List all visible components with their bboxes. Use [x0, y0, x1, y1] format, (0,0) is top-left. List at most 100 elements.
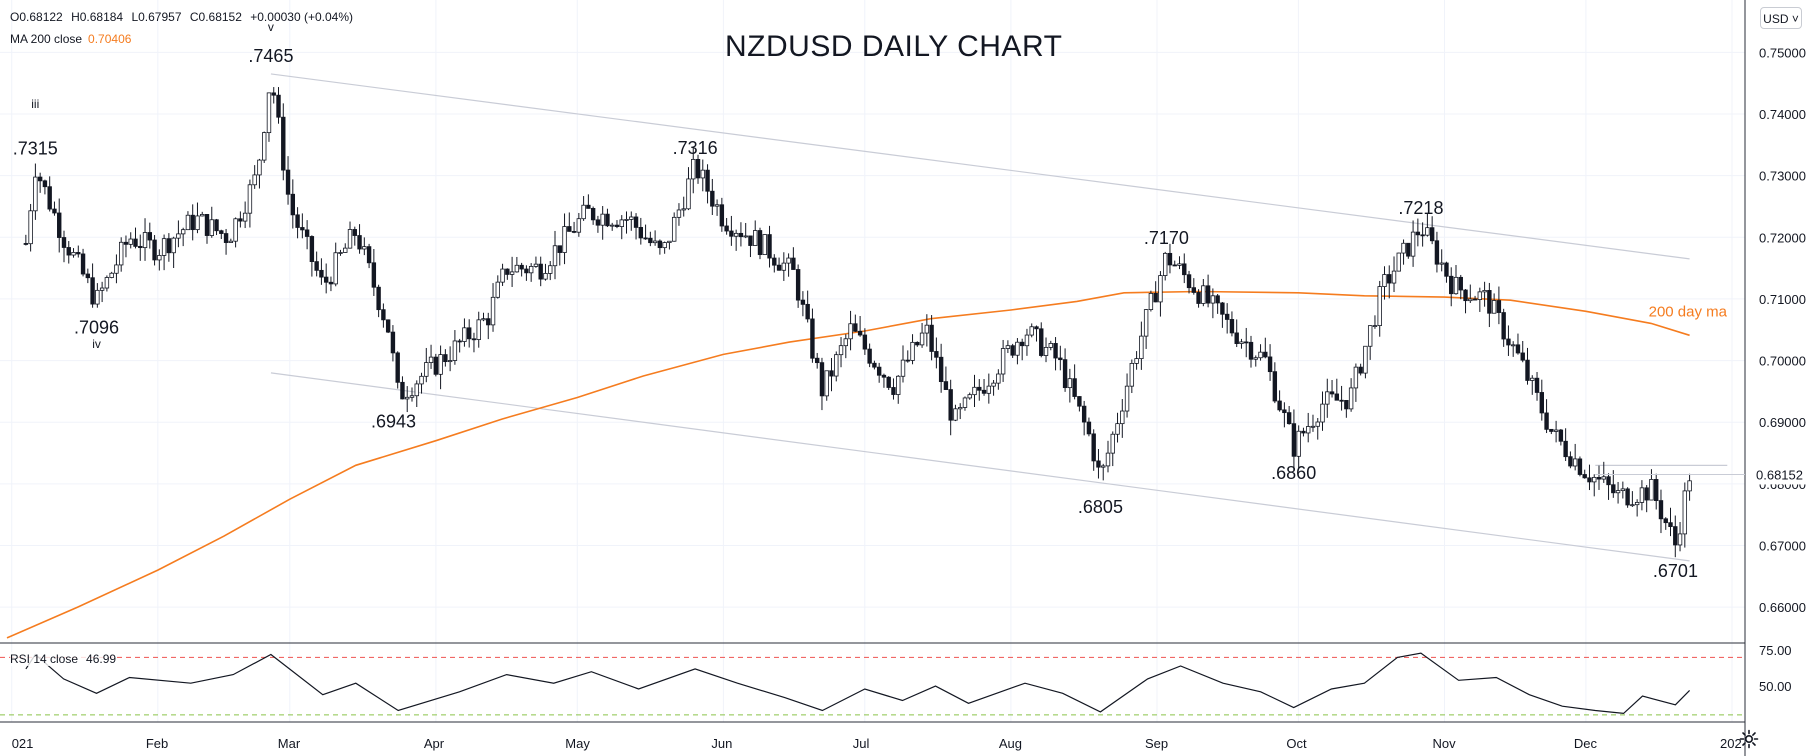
- candle-body: [1539, 392, 1545, 414]
- candle: [443, 349, 448, 367]
- candle: [795, 264, 801, 308]
- candle: [1358, 363, 1363, 376]
- currency-button[interactable]: USD ˅: [1760, 7, 1802, 29]
- candle-body: [1611, 484, 1616, 494]
- candle-body: [667, 240, 672, 243]
- candle: [204, 214, 210, 244]
- candle-body: [1382, 274, 1387, 288]
- candle: [323, 263, 329, 294]
- candle: [1510, 341, 1516, 357]
- candle-body: [233, 218, 238, 242]
- candle-body: [1081, 405, 1087, 423]
- candle-body: [1406, 242, 1411, 257]
- candle-body: [433, 356, 439, 375]
- candle-body: [986, 385, 992, 394]
- x-tick-label: Feb: [146, 736, 168, 751]
- candle: [1387, 265, 1392, 299]
- candle-body: [419, 375, 424, 385]
- candle-body: [347, 229, 353, 249]
- candle: [586, 194, 591, 209]
- candle-body: [967, 394, 972, 399]
- candle: [1577, 456, 1583, 477]
- candle: [643, 224, 648, 240]
- candle-body: [1229, 319, 1235, 334]
- candle-body: [219, 230, 224, 234]
- candle: [1091, 429, 1096, 471]
- candle-body: [1453, 276, 1459, 295]
- candle-body: [1634, 501, 1640, 506]
- gear-icon[interactable]: [1737, 727, 1761, 751]
- candle-body: [1544, 412, 1549, 430]
- candle: [1596, 465, 1602, 490]
- candle-body: [1367, 325, 1373, 347]
- ohlc-legend: O0.68122 H0.68184 L0.67957 C0.68152 +0.0…: [10, 10, 358, 24]
- candle-body: [1396, 252, 1401, 272]
- candle: [381, 303, 386, 328]
- candle-body: [1429, 227, 1435, 242]
- candle: [805, 290, 810, 323]
- candle-body: [1377, 286, 1382, 327]
- candle-body: [300, 227, 305, 231]
- candle: [142, 218, 148, 261]
- candle: [1306, 412, 1311, 443]
- x-tick-label: Dec: [1574, 736, 1598, 751]
- candle: [514, 256, 520, 273]
- candle-body: [719, 204, 725, 227]
- candle: [1501, 308, 1506, 347]
- candle-body: [1668, 522, 1673, 527]
- candle-body: [1620, 488, 1626, 491]
- candle: [614, 220, 620, 229]
- candle-body: [1062, 359, 1068, 389]
- candle-body: [262, 132, 267, 161]
- ma-legend-label: MA 200 close: [10, 32, 83, 46]
- candle-body: [586, 204, 591, 209]
- candle-body: [476, 319, 481, 340]
- candle-body: [1139, 335, 1144, 360]
- candle: [300, 213, 305, 239]
- x-tick-label: Aug: [999, 736, 1022, 751]
- candle: [1639, 480, 1645, 511]
- candle-body: [76, 252, 81, 255]
- candle-body: [753, 230, 758, 246]
- candle: [1248, 335, 1254, 368]
- candle: [1658, 489, 1664, 534]
- candle-body: [1234, 332, 1239, 344]
- rsi-legend[interactable]: RSI 14 close 46.99: [10, 652, 117, 666]
- candle-body: [714, 204, 720, 207]
- y-tick-label: 0.70000: [1759, 354, 1806, 369]
- x-tick-label: 202: [1720, 736, 1742, 751]
- candle-body: [1444, 262, 1449, 277]
- candle-body: [733, 232, 739, 237]
- candle: [233, 217, 238, 248]
- candle-body: [161, 238, 167, 256]
- candle-body: [428, 356, 434, 363]
- candle: [1654, 473, 1659, 510]
- candle: [1353, 363, 1359, 402]
- candle-body: [247, 184, 253, 214]
- candle-body: [1296, 430, 1301, 457]
- candle: [838, 337, 844, 368]
- candle: [662, 241, 667, 254]
- candle-body: [624, 219, 629, 221]
- candle: [853, 314, 858, 332]
- candle: [1553, 420, 1559, 443]
- x-tick-label: May: [565, 736, 590, 751]
- candle: [781, 252, 787, 281]
- ma-legend[interactable]: MA 200 close 0.70406: [10, 32, 131, 46]
- candle-body: [919, 332, 925, 346]
- candle-body: [1677, 533, 1683, 546]
- candle-body: [772, 257, 777, 266]
- candle: [1005, 340, 1011, 354]
- candle: [28, 203, 33, 252]
- candle: [157, 249, 162, 271]
- x-tick-label: Mar: [278, 736, 301, 751]
- candle-body: [200, 214, 205, 217]
- candle: [1072, 364, 1077, 400]
- candle: [366, 243, 372, 269]
- candle: [161, 234, 167, 271]
- candle: [1239, 338, 1244, 349]
- candle: [624, 211, 629, 234]
- candle-body: [891, 387, 896, 395]
- candle: [362, 237, 367, 256]
